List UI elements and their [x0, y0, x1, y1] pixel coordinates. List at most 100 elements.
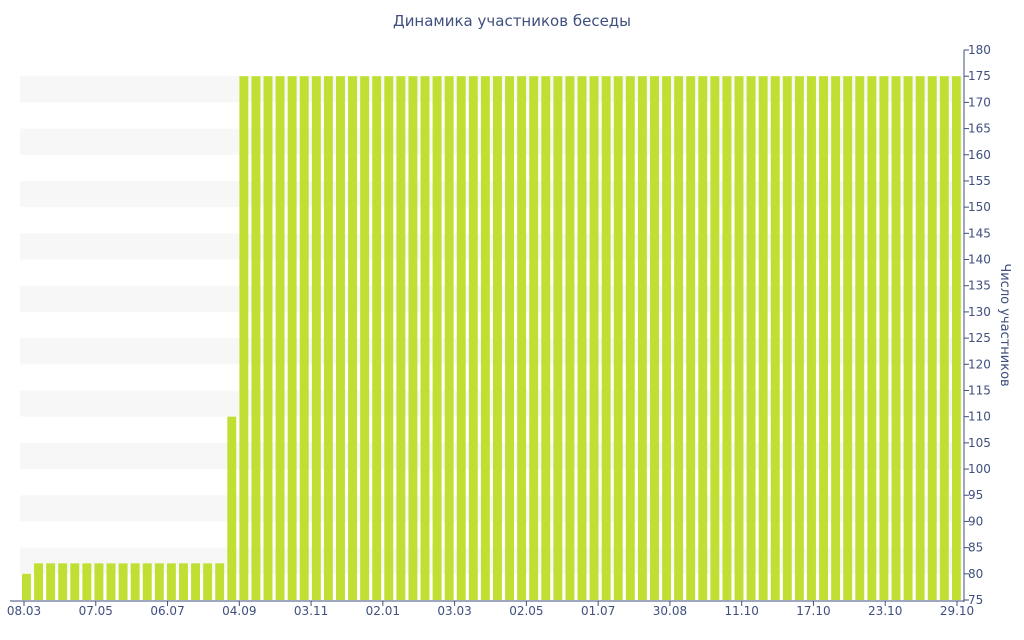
- bar[interactable]: [191, 563, 201, 600]
- bar[interactable]: [480, 76, 490, 600]
- bar[interactable]: [553, 76, 563, 600]
- y-tick-label: 135: [968, 279, 991, 293]
- bar[interactable]: [951, 76, 961, 600]
- bar[interactable]: [613, 76, 623, 600]
- bar[interactable]: [903, 76, 913, 600]
- bar[interactable]: [698, 76, 708, 600]
- bar[interactable]: [650, 76, 659, 600]
- bar[interactable]: [154, 563, 164, 600]
- y-tick-label: 155: [968, 174, 991, 188]
- bar[interactable]: [819, 76, 829, 600]
- y-tick-label: 90: [968, 514, 983, 528]
- bar[interactable]: [710, 76, 720, 600]
- bar[interactable]: [794, 76, 804, 600]
- x-tick-label: 03.11: [294, 604, 328, 618]
- bar[interactable]: [82, 563, 92, 600]
- bar[interactable]: [46, 563, 56, 600]
- bar[interactable]: [360, 76, 370, 600]
- bar[interactable]: [662, 76, 672, 600]
- bar[interactable]: [227, 416, 237, 600]
- bar[interactable]: [782, 76, 792, 600]
- x-tick-label: 30.08: [653, 604, 687, 618]
- bar[interactable]: [70, 563, 80, 600]
- bar[interactable]: [517, 76, 527, 600]
- bar[interactable]: [734, 76, 744, 600]
- bar[interactable]: [831, 76, 841, 600]
- bar[interactable]: [758, 76, 768, 600]
- bar[interactable]: [565, 76, 575, 600]
- x-tick-label: 04.09: [222, 604, 256, 618]
- bar[interactable]: [444, 76, 454, 600]
- bar[interactable]: [891, 76, 901, 600]
- bar[interactable]: [323, 76, 333, 600]
- y-tick-label: 175: [968, 69, 991, 83]
- bar[interactable]: [674, 76, 684, 600]
- bar[interactable]: [420, 76, 430, 600]
- y-tick-label: 140: [968, 253, 991, 267]
- grid-band: [20, 285, 962, 312]
- bar[interactable]: [493, 76, 502, 600]
- bar[interactable]: [396, 76, 406, 600]
- bar[interactable]: [166, 563, 176, 600]
- bar[interactable]: [22, 573, 31, 600]
- bar[interactable]: [299, 76, 309, 600]
- y-axis: 75 80 85 90 95 100 105 110 115 120 125 130 135 140 145…: [963, 43, 991, 607]
- grid-band: [20, 442, 962, 470]
- bar[interactable]: [275, 76, 285, 600]
- bar[interactable]: [843, 76, 853, 600]
- bar[interactable]: [855, 76, 865, 600]
- bar[interactable]: [722, 76, 732, 600]
- bar[interactable]: [807, 76, 816, 600]
- bar[interactable]: [686, 76, 696, 600]
- bar[interactable]: [336, 76, 345, 600]
- bar[interactable]: [867, 76, 877, 600]
- grid-band: [20, 128, 962, 155]
- bar[interactable]: [215, 563, 225, 600]
- bar[interactable]: [577, 76, 587, 600]
- bar[interactable]: [118, 563, 128, 600]
- y-tick-label: 105: [968, 436, 991, 450]
- bar[interactable]: [348, 76, 358, 600]
- bar[interactable]: [505, 76, 515, 600]
- x-tick-label: 06.07: [150, 604, 184, 618]
- bar[interactable]: [384, 76, 394, 600]
- bar[interactable]: [311, 76, 321, 600]
- bar[interactable]: [251, 76, 261, 600]
- y-tick-label: 80: [968, 567, 983, 581]
- bar[interactable]: [927, 76, 937, 600]
- bar[interactable]: [541, 76, 551, 600]
- bar[interactable]: [142, 563, 152, 600]
- x-tick-label: 29.10: [940, 604, 974, 618]
- bar[interactable]: [468, 76, 478, 600]
- bar[interactable]: [589, 76, 599, 600]
- bar[interactable]: [130, 563, 140, 600]
- bar[interactable]: [408, 76, 418, 600]
- y-tick-label: 130: [968, 305, 991, 319]
- bar[interactable]: [106, 563, 116, 600]
- bar[interactable]: [94, 563, 104, 600]
- bar[interactable]: [915, 76, 925, 600]
- bar[interactable]: [456, 76, 466, 600]
- bar[interactable]: [263, 76, 273, 600]
- bar[interactable]: [625, 76, 635, 600]
- grid-band: [20, 547, 962, 574]
- bar[interactable]: [58, 563, 68, 600]
- bar[interactable]: [432, 76, 442, 600]
- bar[interactable]: [179, 563, 188, 600]
- bar[interactable]: [746, 76, 756, 600]
- bar[interactable]: [529, 76, 539, 600]
- bar[interactable]: [372, 76, 382, 600]
- bar[interactable]: [637, 76, 647, 600]
- bar[interactable]: [34, 563, 44, 600]
- bar[interactable]: [287, 76, 297, 600]
- bars-layer: [22, 76, 961, 600]
- bar[interactable]: [239, 76, 249, 600]
- bar[interactable]: [879, 76, 889, 600]
- bar[interactable]: [770, 76, 780, 600]
- bar[interactable]: [601, 76, 611, 600]
- x-tick-label: 01.07: [581, 604, 615, 618]
- y-tick-label: 165: [968, 122, 991, 136]
- bar[interactable]: [939, 76, 949, 600]
- bar[interactable]: [203, 563, 213, 600]
